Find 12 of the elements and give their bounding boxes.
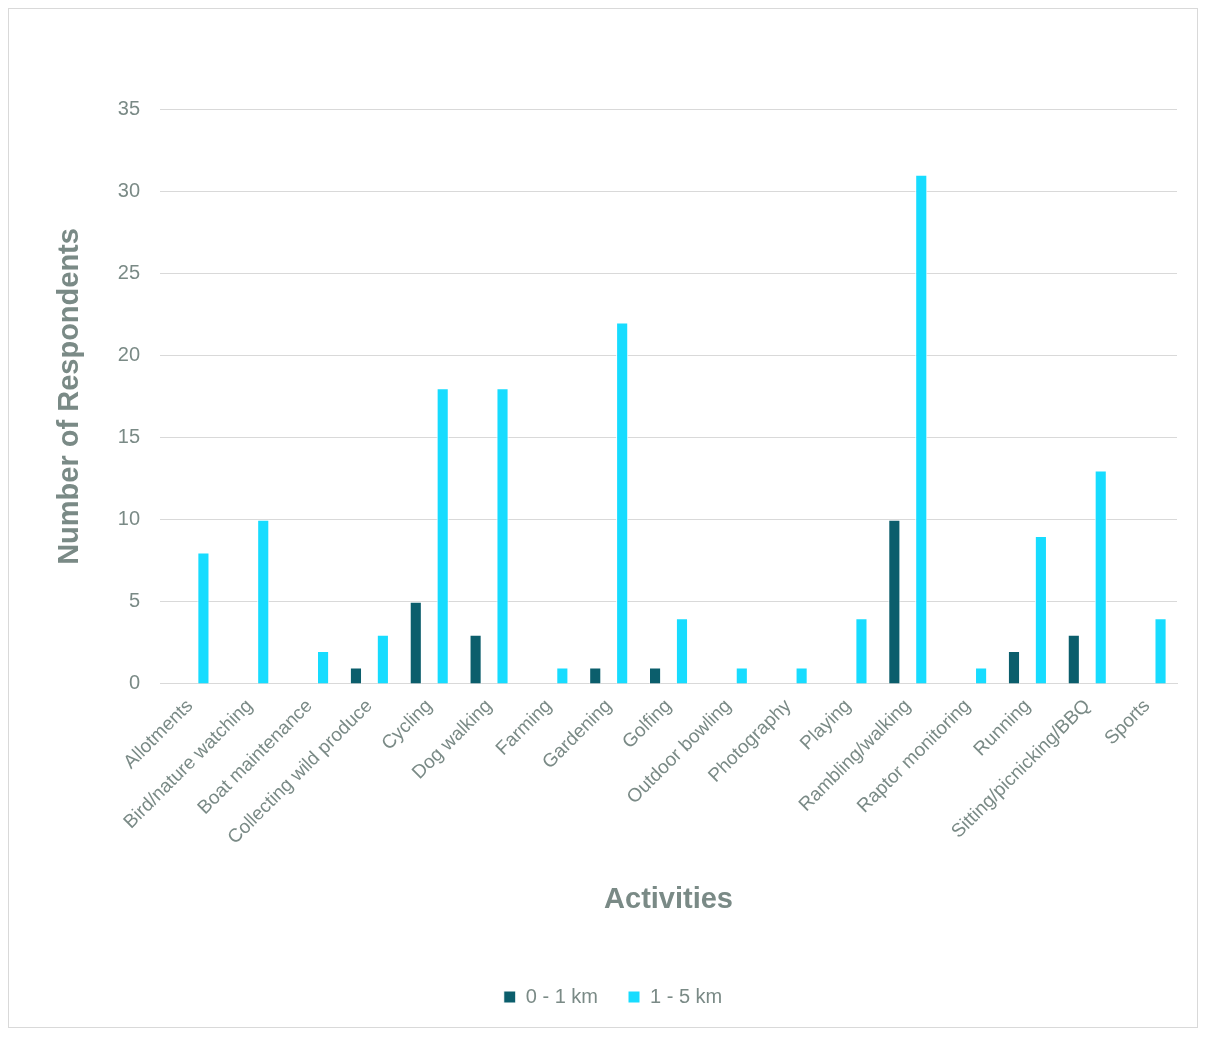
y-tick-label: 15	[117, 425, 141, 448]
y-tick-label: 5	[128, 589, 141, 612]
y-tick-label: 10	[117, 507, 141, 530]
x-axis-title: Activities	[604, 881, 733, 914]
y-tick-label: 30	[117, 178, 141, 201]
legend-label: 1 - 5 km	[650, 984, 723, 1007]
y-tick-label: 25	[117, 260, 141, 283]
y-tick-label: 35	[117, 96, 141, 119]
y-axis-title: Number of Respondents	[52, 228, 85, 565]
legend-label: 0 - 1 km	[525, 984, 599, 1007]
y-tick-label: 0	[128, 671, 141, 694]
y-tick-label: 20	[117, 342, 141, 365]
